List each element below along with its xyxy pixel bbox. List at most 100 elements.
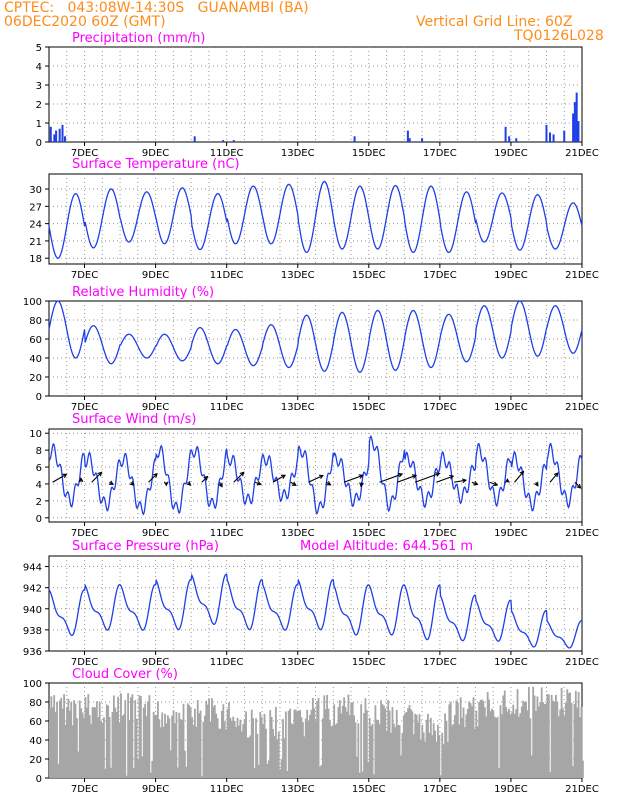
cloud-bar: [68, 710, 71, 778]
cloud-bar: [233, 720, 236, 778]
cloud-bar: [108, 717, 111, 778]
cloud-bar: [243, 719, 246, 778]
cloud-bar: [546, 694, 549, 778]
pressure-xtick-label: 15DEC: [352, 657, 386, 668]
temperature-xtick-label: 15DEC: [352, 270, 386, 281]
precip-bar: [504, 126, 507, 142]
wind-arrow: [272, 474, 286, 483]
cloud-bar: [175, 712, 178, 778]
wind-arrow-head: [256, 480, 262, 486]
cloud-bar: [252, 718, 255, 778]
cloud-bar: [63, 694, 66, 778]
cloud-ytick-label: 100: [23, 679, 42, 690]
cloud-bar: [313, 708, 316, 778]
cloud-bar: [455, 700, 458, 778]
cloud-bar: [290, 723, 293, 778]
wind-xtick-label: 21DEC: [565, 528, 599, 539]
cloud-bar: [574, 690, 577, 778]
cloud-bar: [317, 697, 320, 778]
cloud-bar: [161, 712, 164, 778]
cloud-bar: [377, 720, 380, 778]
cloud-bar: [94, 707, 97, 778]
cloud-bar: [395, 709, 398, 778]
temperature-xtick-label: 21DEC: [565, 270, 599, 281]
cloud-bar: [414, 713, 417, 778]
cloud-bar: [95, 701, 98, 778]
cloud-bar: [408, 705, 411, 778]
cloud-bar: [262, 724, 265, 778]
humidity-xtick-label: 13DEC: [281, 402, 315, 413]
cloud-bar: [435, 741, 438, 778]
cloud-bar: [356, 756, 358, 778]
humidity-xtick-label: 21DEC: [565, 402, 599, 413]
cloud-bar: [489, 711, 492, 778]
cloud-xtick-label: 9DEC: [142, 784, 169, 795]
cloud-bar: [165, 723, 168, 778]
cloud-bar: [100, 721, 102, 778]
cloud-bar: [287, 710, 290, 778]
wind-arrow-head: [473, 480, 479, 486]
cloud-bar: [532, 686, 535, 778]
cloud-bar: [324, 709, 327, 778]
cloud-bar: [438, 735, 441, 778]
cloud-bar: [580, 706, 583, 778]
cloud-bar: [309, 714, 311, 778]
cloud-bar: [171, 715, 174, 778]
wind-ytick-label: 4: [36, 480, 42, 491]
cloud-bar: [536, 696, 539, 778]
cloud-bar: [495, 718, 498, 778]
wind-arrow: [436, 475, 454, 483]
cloud-bar: [54, 712, 57, 778]
cloud-bar: [556, 701, 559, 778]
pressure-title: Surface Pressure (hPa): [72, 539, 219, 554]
cloud-bar: [226, 708, 229, 778]
humidity-ytick-label: 40: [29, 354, 42, 365]
pressure-ytick-label: 942: [23, 584, 42, 595]
wind-arrow: [453, 479, 466, 483]
cloud-bar: [77, 751, 80, 778]
cloud-bar: [50, 696, 53, 778]
wind-arrow-head: [97, 471, 103, 477]
cloud-bar: [405, 712, 408, 778]
cloud-bar: [519, 713, 522, 778]
cloud-bar: [338, 700, 341, 778]
precip-bar: [406, 130, 409, 142]
cloud-bar: [515, 709, 518, 778]
cloud-bar: [333, 704, 336, 778]
temperature-ytick-label: 18: [29, 254, 42, 265]
cloud-bar: [286, 771, 289, 778]
cloud-bar: [235, 727, 238, 778]
cloud-ytick-label: 0: [36, 774, 42, 785]
cloud-bar: [76, 718, 78, 778]
cloud-bar: [374, 705, 377, 778]
precipitation-ytick-label: 5: [36, 43, 42, 54]
cloud-bar: [319, 766, 321, 778]
cloud-bar: [529, 718, 532, 778]
temperature-ytick-label: 24: [29, 220, 42, 231]
precip-bar: [222, 140, 225, 142]
cloud-bar: [505, 707, 508, 778]
cloud-bar: [273, 735, 276, 778]
cloud-bar: [120, 693, 122, 778]
cloud-bar: [577, 692, 580, 778]
cloud-bar: [198, 713, 201, 778]
humidity-ytick-label: 80: [29, 316, 42, 327]
cloud-bar: [458, 724, 461, 778]
temperature-xtick-label: 11DEC: [210, 270, 244, 281]
cloud-bar: [491, 708, 493, 778]
cloud-bar: [158, 719, 161, 778]
cloud-bar: [310, 709, 313, 778]
cloud-bar: [154, 715, 156, 778]
cloud-bar: [311, 697, 314, 778]
cloud-bar: [240, 731, 243, 778]
wind-arrow-head: [519, 470, 525, 476]
precip-bar: [61, 124, 64, 142]
cloud-bar: [242, 724, 245, 778]
cloud-bar: [139, 696, 142, 778]
cloud-bar: [473, 728, 476, 778]
cloud-bar: [522, 700, 525, 778]
cloud-bar: [279, 769, 282, 778]
cloud-ytick-label: 20: [29, 755, 42, 766]
cloud-bar: [500, 714, 503, 778]
cloud-bar: [300, 717, 303, 778]
